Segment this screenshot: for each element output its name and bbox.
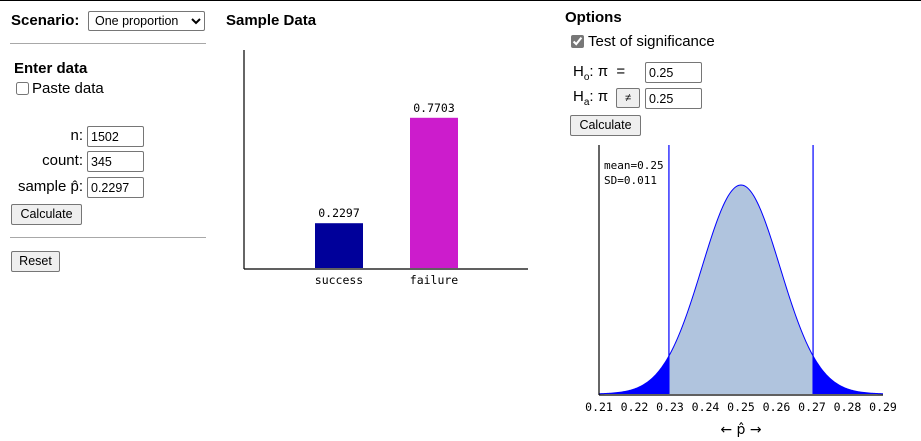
- density-curve: [598, 184, 884, 395]
- divider-top: [10, 43, 206, 44]
- ha-letter: H: [573, 88, 584, 105]
- h0-letter: H: [573, 63, 584, 80]
- null-hypothesis-label: Ho: π =: [573, 63, 625, 83]
- bar-value-label: 0.2297: [318, 206, 360, 220]
- distribution-annotation: SD=0.011: [604, 174, 657, 187]
- calculate-data-button[interactable]: Calculate: [11, 204, 82, 225]
- dist-x-tick-label: 0.27: [798, 400, 826, 414]
- alt-value-input[interactable]: [645, 88, 702, 109]
- enter-data-title: Enter data: [14, 60, 88, 77]
- left-tail-area: [599, 355, 669, 394]
- sample-bar-chart: 0.2297 success 0.7703 failure: [243, 50, 528, 287]
- dist-x-tick-label: 0.29: [869, 400, 897, 414]
- bar-success: [315, 223, 363, 268]
- bar-category-label: success: [315, 273, 363, 287]
- ha-subscript: a: [583, 97, 590, 108]
- scenario-label: Scenario:: [11, 12, 80, 29]
- top-border: [0, 0, 921, 1]
- reset-button[interactable]: Reset: [11, 251, 60, 272]
- options-title: Options: [565, 9, 622, 26]
- test-of-significance-checkbox[interactable]: [571, 35, 584, 48]
- dist-x-tick-label: 0.21: [585, 400, 613, 414]
- scenario-select[interactable]: One proportion: [88, 11, 205, 31]
- count-input[interactable]: [87, 151, 144, 172]
- dist-x-tick-label: 0.26: [763, 400, 791, 414]
- n-label: n:: [70, 127, 83, 144]
- curve-center-area: [668, 185, 814, 394]
- dist-x-tick-label: 0.23: [656, 400, 684, 414]
- h0-subscript: o: [583, 72, 590, 83]
- distribution-annotation: mean=0.25: [604, 159, 664, 172]
- right-tail-area: [813, 355, 883, 394]
- paste-data-label: Paste data: [32, 80, 104, 97]
- paste-data-checkbox[interactable]: [16, 82, 29, 95]
- paste-data-option[interactable]: Paste data: [16, 80, 104, 97]
- h0-rest: : π =: [589, 63, 626, 80]
- calculate-options-button[interactable]: Calculate: [570, 115, 641, 136]
- dist-x-tick-label: 0.24: [692, 400, 720, 414]
- alt-operator-button[interactable]: ≠: [616, 88, 640, 108]
- divider-bottom: [10, 237, 206, 238]
- sample-data-title: Sample Data: [226, 12, 317, 29]
- test-of-significance-option[interactable]: Test of significance: [571, 33, 715, 50]
- dist-x-tick-label: 0.25: [727, 400, 755, 414]
- dist-x-tick-label: 0.22: [621, 400, 649, 414]
- bar-failure: [410, 117, 458, 268]
- dist-x-tick-label: 0.28: [834, 400, 862, 414]
- bar-value-label: 0.7703: [413, 101, 455, 115]
- ha-rest: : π: [589, 88, 609, 105]
- sample-phat-label: sample p̂:: [17, 178, 83, 195]
- sample-phat-input[interactable]: [87, 177, 144, 198]
- sampling-distribution-chart: mean=0.25 SD=0.011 0.21 0.22 0.23 0.24 0.25 0.2…: [585, 145, 897, 438]
- null-value-input[interactable]: [645, 62, 702, 83]
- dist-x-axis-label: ← p̂ →: [720, 422, 762, 438]
- test-of-significance-label: Test of significance: [588, 33, 715, 50]
- count-label: count:: [42, 152, 83, 169]
- bar-category-label: failure: [410, 273, 459, 287]
- alt-hypothesis-label: Ha: π: [573, 88, 608, 108]
- n-input[interactable]: [87, 126, 144, 147]
